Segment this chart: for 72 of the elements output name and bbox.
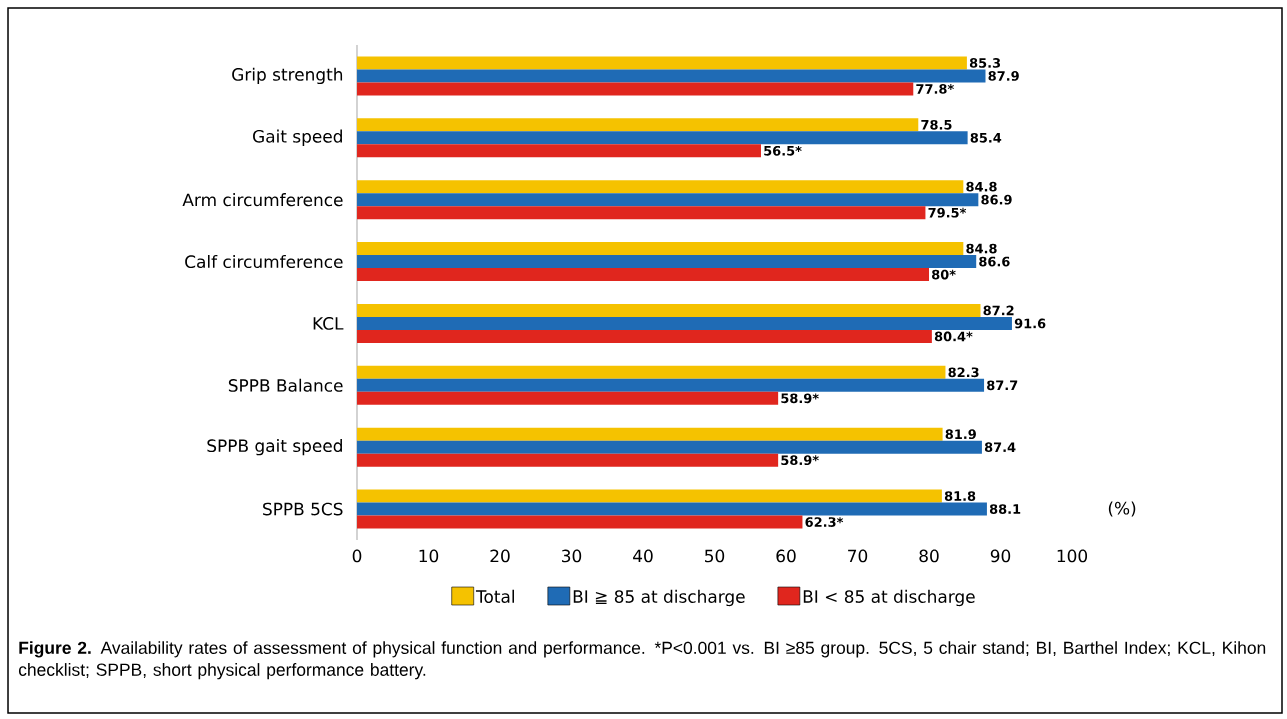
x-tick-label: 0 xyxy=(352,549,362,563)
data-label: 85.4 xyxy=(970,132,1002,143)
data-label: 91.6 xyxy=(1014,318,1046,329)
y-tick-label: SPPB Balance xyxy=(228,378,343,392)
y-tick-label: Arm circumference xyxy=(182,193,343,207)
x-tick-label: 90 xyxy=(990,549,1011,563)
bar xyxy=(357,180,964,194)
data-label: 87.4 xyxy=(984,442,1016,453)
data-label: 58.9* xyxy=(781,393,819,404)
x-tick-label: 30 xyxy=(562,549,582,563)
bar xyxy=(357,131,968,145)
y-tick-label: SPPB 5CS xyxy=(263,502,343,516)
x-tick-label: 60 xyxy=(776,549,796,563)
bar xyxy=(357,118,919,132)
y-tick-label: KCL xyxy=(313,317,344,330)
bar xyxy=(357,82,914,96)
data-label: 86.6 xyxy=(979,256,1010,267)
x-tick-label: 80 xyxy=(919,549,939,563)
bar xyxy=(357,515,803,529)
legend-label: BI ≧ 85 at discharge xyxy=(573,589,745,607)
bar xyxy=(357,489,942,503)
bar xyxy=(357,268,930,282)
bar xyxy=(357,206,926,220)
bar xyxy=(357,502,987,516)
data-label: 81.8 xyxy=(944,491,976,501)
x-tick-label: 100 xyxy=(1057,549,1088,563)
data-label: 82.3 xyxy=(948,367,979,378)
bar xyxy=(357,391,779,405)
data-label: 87.9 xyxy=(988,71,1019,81)
bar xyxy=(357,193,979,207)
bar xyxy=(357,427,943,441)
data-label: 87.2 xyxy=(983,305,1014,316)
bar xyxy=(357,255,977,269)
bar xyxy=(357,144,761,158)
data-label: 85.3 xyxy=(969,58,1001,68)
data-label: 80.4* xyxy=(934,331,973,342)
y-tick-label: Calf circumference xyxy=(185,254,343,269)
text: Figure 2. Availability rates of assessment of physical function and performance. *P<0.001 vs. BI ≥85 group. 5CS, 5 chair stand; BI, Barthel Index; KCL, Kihon checklist; SPPB, short physical performance battery. xyxy=(18,641,1266,680)
data-label: 62.3* xyxy=(805,517,844,527)
bar xyxy=(357,303,981,317)
bar xyxy=(357,69,986,83)
data-label: 77.8* xyxy=(916,84,954,94)
x-tick-label: 70 xyxy=(848,549,868,563)
x-tick-label: 10 xyxy=(419,549,439,563)
data-label: 80* xyxy=(932,269,956,280)
y-tick-label: SPPB gait speed xyxy=(207,438,342,456)
data-label: 81.9 xyxy=(945,429,976,440)
data-label: 58.9* xyxy=(781,455,819,466)
text: (%) xyxy=(1108,501,1136,517)
y-tick-label: Gait speed xyxy=(253,129,342,146)
bar xyxy=(357,242,964,256)
bar xyxy=(357,329,932,343)
y-tick-label: Grip strength xyxy=(232,67,343,85)
legend-label: BI < 85 at discharge xyxy=(803,589,975,607)
data-label: 87.7 xyxy=(987,380,1018,391)
data-label: 56.5* xyxy=(764,145,802,156)
bar xyxy=(357,440,982,454)
bar xyxy=(357,453,779,467)
data-label: 79.5* xyxy=(928,207,967,218)
x-tick-label: 50 xyxy=(705,549,725,563)
bar xyxy=(357,378,985,392)
data-label: 88.1 xyxy=(989,504,1021,514)
data-label: 78.5 xyxy=(921,119,952,130)
bar xyxy=(357,316,1012,330)
data-label: 84.8 xyxy=(966,243,997,254)
bar xyxy=(357,365,946,379)
x-tick-label: 40 xyxy=(633,549,653,563)
legend-label: Total xyxy=(475,589,514,603)
x-tick-label: 20 xyxy=(490,549,510,563)
bar xyxy=(357,56,967,70)
data-label: 86.9 xyxy=(981,194,1012,205)
data-label: 84.8 xyxy=(966,181,997,192)
